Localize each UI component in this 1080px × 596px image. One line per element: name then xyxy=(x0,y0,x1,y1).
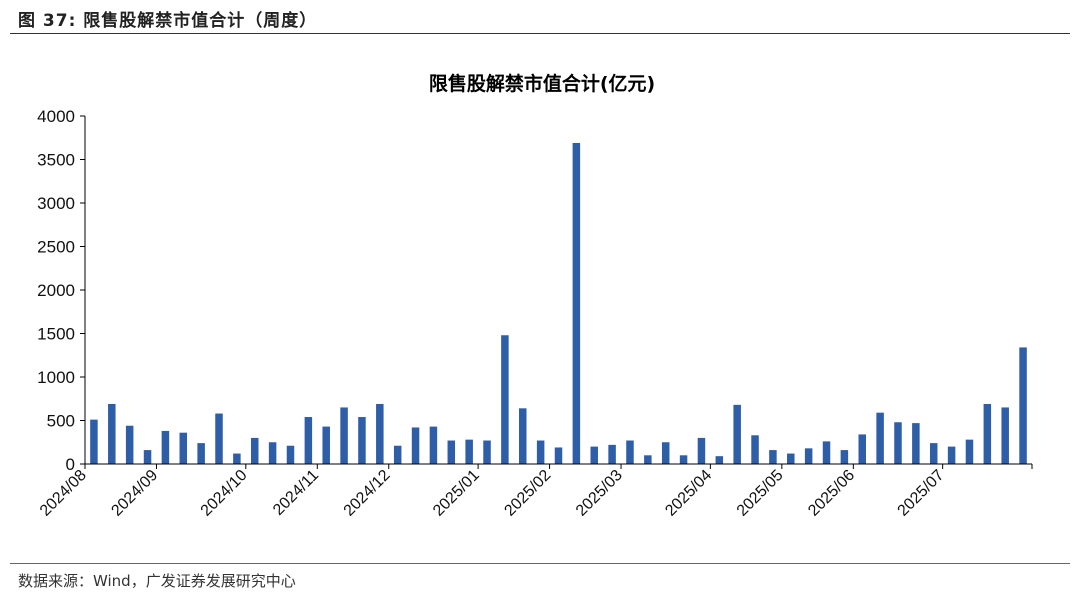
bar xyxy=(822,441,831,464)
bar xyxy=(125,425,134,464)
bar-chart: 限售股解禁市值合计(亿元) 0 500 1000 1500 2000 2500 3000 35… xyxy=(37,72,1033,520)
bar xyxy=(876,412,884,464)
y-tick-label: 1000 xyxy=(37,368,75,387)
x-tick-label: 2024/12 xyxy=(341,467,394,520)
bar xyxy=(840,450,849,464)
y-tick-label: 3500 xyxy=(37,151,75,170)
bars-group xyxy=(90,142,1027,464)
bar xyxy=(661,442,670,464)
bar xyxy=(912,423,920,464)
bar xyxy=(286,445,295,464)
bar xyxy=(447,440,456,464)
bar xyxy=(626,440,634,464)
bar xyxy=(536,440,545,464)
bar xyxy=(465,439,473,464)
bar xyxy=(769,450,777,464)
bar xyxy=(322,426,330,464)
bar xyxy=(376,403,384,464)
x-tick-label: 2025/04 xyxy=(662,467,715,520)
bar xyxy=(644,455,652,464)
bar xyxy=(1019,347,1027,464)
x-tick-label: 2025/03 xyxy=(573,467,626,520)
x-tick-label: 2025/02 xyxy=(501,467,554,520)
bar xyxy=(108,403,116,464)
bar xyxy=(197,443,205,464)
bar xyxy=(572,142,581,464)
bar xyxy=(894,422,902,464)
header-divider xyxy=(10,33,1070,34)
bar xyxy=(483,440,491,464)
x-tick-label: 2025/07 xyxy=(895,467,948,520)
y-tick-label: 2000 xyxy=(37,281,75,300)
bar xyxy=(519,408,527,464)
y-tick-label: 3000 xyxy=(37,194,75,213)
bar xyxy=(787,453,795,464)
bar xyxy=(983,403,992,464)
bar xyxy=(751,435,759,464)
bar xyxy=(947,446,956,464)
chart-title: 限售股解禁市值合计(亿元) xyxy=(429,72,655,95)
bar xyxy=(929,443,938,464)
bar xyxy=(161,430,170,464)
x-tick-label: 2024/08 xyxy=(37,467,90,520)
bar xyxy=(501,335,509,464)
x-tick-label: 2024/11 xyxy=(270,467,322,519)
bar xyxy=(90,419,98,464)
x-tick-label: 2025/05 xyxy=(734,467,787,520)
bar xyxy=(358,417,366,464)
y-tick-label: 0 xyxy=(66,455,75,474)
bar xyxy=(590,446,598,464)
bar xyxy=(233,453,241,464)
bar xyxy=(215,413,223,464)
bar xyxy=(679,455,688,464)
bar xyxy=(697,437,706,464)
bar xyxy=(179,432,188,464)
x-tick-label: 2025/01 xyxy=(430,467,483,520)
y-tick-label: 4000 xyxy=(37,107,75,126)
figure-header: 图 37: 限售股解禁市值合计（周度） xyxy=(18,6,317,31)
footer-divider xyxy=(10,563,1070,564)
bar xyxy=(304,417,313,464)
y-tick-label: 500 xyxy=(47,412,75,431)
bar xyxy=(858,434,866,464)
bar xyxy=(715,456,724,464)
x-tick-label: 2024/09 xyxy=(108,467,161,520)
bar xyxy=(340,407,348,464)
figure-label: 图 37: xyxy=(18,11,77,31)
figure-title: 限售股解禁市值合计（周度） xyxy=(83,11,318,31)
bar xyxy=(393,445,402,464)
bar xyxy=(554,447,563,464)
bar xyxy=(608,444,616,464)
bar xyxy=(411,427,420,464)
bar xyxy=(1001,407,1009,464)
x-tick-label: 2024/10 xyxy=(198,467,251,520)
bar xyxy=(250,437,259,464)
bar xyxy=(429,426,438,464)
y-tick-label: 1500 xyxy=(37,325,75,344)
x-tick-label: 2025/06 xyxy=(805,467,858,520)
bar xyxy=(733,404,741,464)
source-note: 数据来源：Wind，广发证券发展研究中心 xyxy=(18,572,296,590)
bar xyxy=(143,450,152,464)
bar xyxy=(965,439,974,464)
bar xyxy=(268,442,277,464)
y-tick-label: 2500 xyxy=(37,238,75,257)
bar xyxy=(804,448,813,464)
